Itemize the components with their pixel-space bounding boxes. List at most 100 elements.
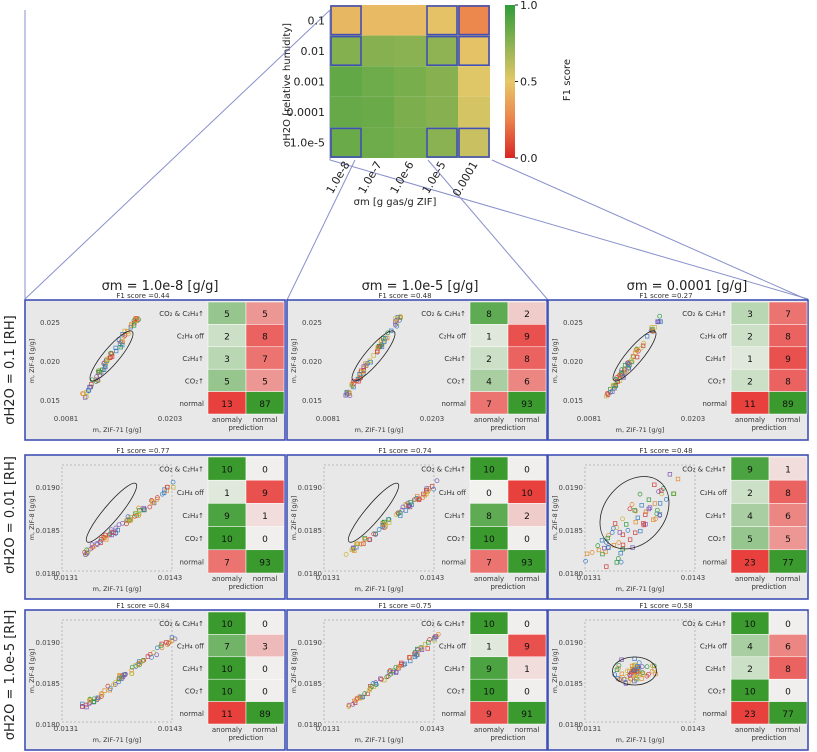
scatter-point	[609, 530, 615, 535]
cm-cell	[245, 391, 285, 415]
cm-value: 8	[486, 512, 492, 522]
scatter-point	[657, 501, 663, 506]
cm-value: 1	[747, 355, 753, 365]
scatter-point	[161, 490, 167, 496]
scatter-point	[606, 545, 611, 550]
scatter-point	[394, 321, 399, 327]
scatter-point	[434, 478, 440, 484]
cm-value: 9	[224, 512, 230, 522]
heatmap-cell	[426, 127, 458, 158]
panel-f1-score: F1 score =0.77	[116, 447, 169, 455]
cm-value: 23	[744, 558, 755, 568]
scatter-point	[667, 472, 673, 477]
cm-row-label: CO₂ & C₂H₄↑	[159, 620, 204, 628]
heatmap-cell	[458, 35, 490, 67]
heatmap-y-tick: 0.0001	[287, 106, 326, 119]
scatter-x-tick: 0.0203	[681, 415, 706, 423]
cm-value: 9	[262, 489, 268, 499]
scatter-point	[610, 525, 616, 531]
scatter-point	[616, 540, 622, 545]
heatmap-cell	[458, 127, 490, 158]
scatter-x-tick: 0.0131	[577, 574, 602, 582]
scatter-point	[409, 502, 414, 507]
scatter-point	[96, 368, 101, 374]
panel-r1-c1: F1 score =0.44 0.025 0.020 0.015 0.0081 0.020…	[24, 292, 286, 441]
scatter-point	[643, 512, 648, 517]
cm-x-label: prediction	[490, 583, 525, 591]
scatter-point	[418, 646, 423, 651]
cm-row-label: C₂H₄ off	[439, 489, 466, 497]
cm-value: 2	[747, 377, 753, 387]
scatter-x-tick: 0.0143	[420, 725, 445, 733]
scatter-point	[358, 373, 363, 378]
scatter-point	[629, 663, 635, 669]
scatter-point	[608, 389, 613, 395]
cm-value: 8	[524, 355, 530, 365]
scatter-point	[124, 518, 129, 523]
density-contour	[85, 482, 138, 543]
scatter-point	[629, 357, 634, 363]
scatter-point	[633, 508, 639, 514]
scatter-point	[371, 684, 376, 689]
scatter-y-tick: 0.0185	[298, 680, 323, 688]
cm-value: 1	[524, 665, 530, 675]
scatter-point	[424, 486, 429, 491]
scatter-point	[343, 393, 348, 398]
scatter-point	[633, 519, 638, 525]
cm-row-label: CO₂↑	[185, 687, 204, 695]
scatter-point	[387, 520, 392, 525]
cm-value: 0	[262, 687, 268, 697]
scatter-point	[603, 539, 609, 545]
scatter-point	[614, 667, 620, 672]
scatter-point	[619, 657, 624, 662]
scatter-point	[102, 688, 107, 693]
cm-row-label: normal	[441, 558, 466, 566]
scatter-point	[170, 479, 176, 485]
scatter-point	[137, 659, 142, 664]
scatter-point	[113, 345, 118, 351]
scatter-point	[612, 386, 617, 391]
cm-value: 3	[224, 355, 230, 365]
cm-value: 0	[262, 466, 268, 476]
scatter-point	[124, 521, 129, 527]
scatter-point	[129, 321, 134, 327]
scatter-point	[129, 671, 134, 676]
scatter-point	[165, 484, 170, 490]
panel-f1-score: F1 score =0.75	[378, 602, 431, 610]
scatter-point	[141, 505, 146, 511]
scatter-point	[84, 394, 89, 400]
cm-x-label: prediction	[228, 583, 263, 591]
scatter-point	[595, 543, 601, 548]
heatmap-x-axis-label: σm [g gas/g ZIF]	[354, 197, 437, 208]
scatter-y-tick: 0.0185	[559, 680, 584, 688]
cm-row-label: normal	[702, 710, 727, 718]
scatter-point	[154, 652, 160, 658]
scatter-y-tick: 0.020	[563, 358, 583, 366]
scatter-point	[86, 388, 91, 393]
scatter-point	[627, 361, 632, 366]
colorbar: 1.0 0.5 0.0	[505, 0, 538, 165]
heatmap-highlight	[330, 35, 362, 66]
scatter-point	[343, 552, 349, 557]
scatter-point	[121, 334, 127, 339]
cm-value: 4	[747, 512, 753, 522]
scatter-y-tick: 0.025	[302, 319, 322, 327]
scatter-point	[613, 377, 619, 382]
scatter-point	[398, 513, 403, 518]
heatmap-cell	[330, 127, 362, 158]
scatter-x-label: m, ZIF-71 [g/g]	[616, 585, 665, 593]
scatter-point	[640, 672, 646, 677]
scatter-point	[385, 674, 391, 679]
scatter-point	[651, 663, 657, 669]
scatter-point	[368, 360, 373, 365]
cm-row-label: C₂H₄↑	[444, 512, 466, 520]
cm-value: 10	[221, 620, 233, 630]
scatter-point	[84, 704, 89, 710]
heatmap-y-axis-label: σH2O [relative humidity]	[282, 23, 293, 147]
cm-row-label: CO₂↑	[447, 687, 466, 695]
scatter-point	[427, 637, 432, 642]
cm-row-label: C₂H₄↑	[444, 355, 466, 363]
cm-row-label: CO₂↑	[708, 377, 727, 385]
scatter-point	[374, 349, 380, 355]
cm-value: 5	[262, 310, 268, 320]
